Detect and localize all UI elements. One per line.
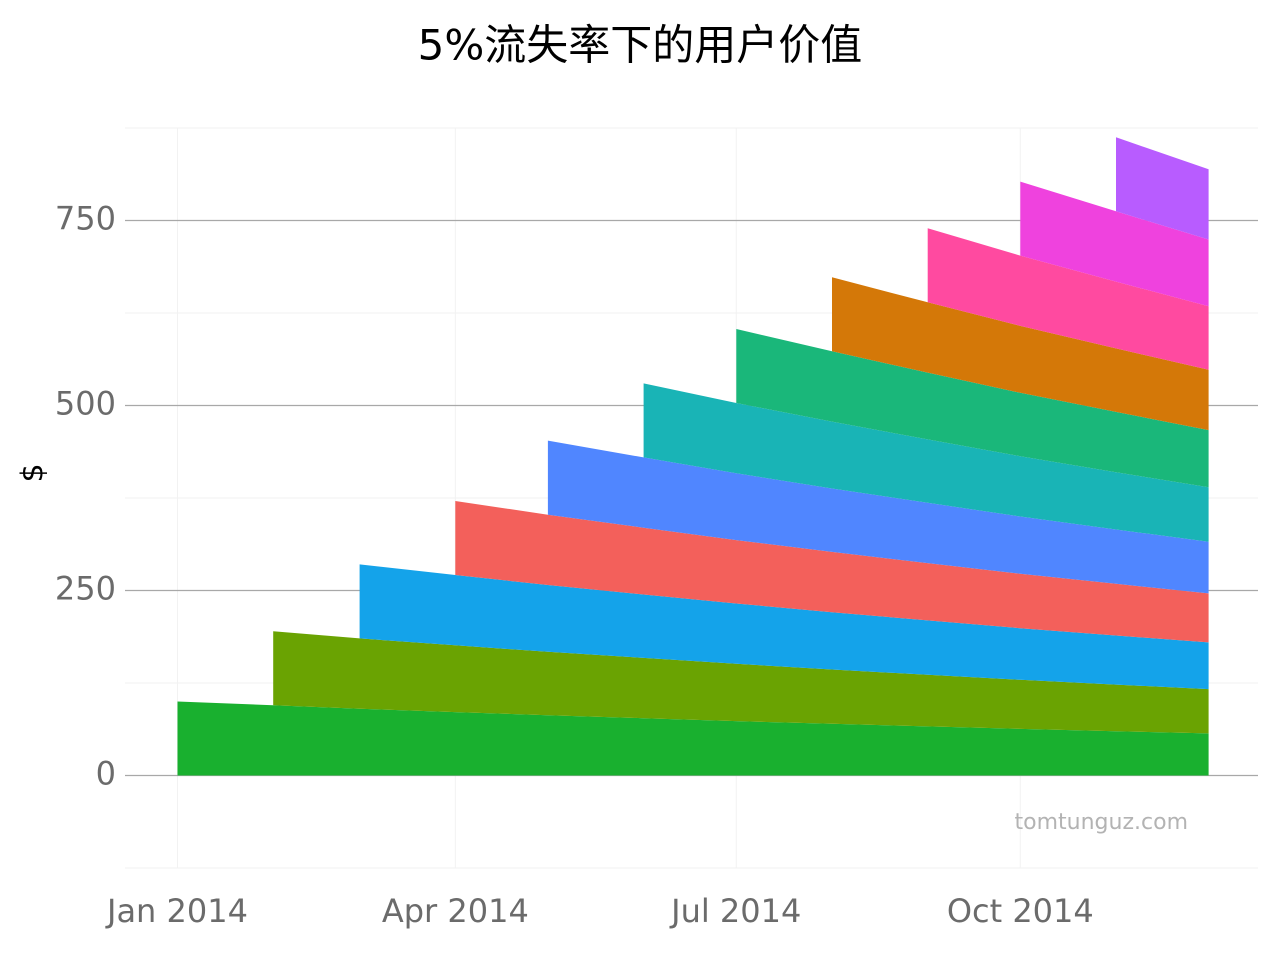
y-tick-label: 750 xyxy=(55,200,116,238)
y-tick-label: 500 xyxy=(55,385,116,423)
area xyxy=(547,440,1209,594)
area xyxy=(455,501,1209,643)
area xyxy=(832,277,1209,431)
area xyxy=(643,383,1209,542)
area xyxy=(736,329,1209,488)
area xyxy=(927,228,1209,370)
x-tick-label: Jan 2014 xyxy=(105,892,248,930)
x-tick-label: Apr 2014 xyxy=(382,892,529,930)
watermark: tomtunguz.com xyxy=(1015,810,1188,835)
area xyxy=(1116,137,1209,240)
plot-area xyxy=(125,127,1258,869)
y-axis-label: $ xyxy=(16,463,51,482)
x-tick-label: Oct 2014 xyxy=(947,892,1094,930)
chart-title: 5%流失率下的用户价值 xyxy=(418,21,863,70)
area xyxy=(1020,181,1209,307)
area xyxy=(177,701,1209,776)
y-tick-label: 250 xyxy=(55,570,116,608)
area xyxy=(359,564,1209,690)
y-tick-label: 0 xyxy=(96,755,116,793)
x-tick-label: Jul 2014 xyxy=(669,892,801,930)
area xyxy=(273,631,1209,734)
